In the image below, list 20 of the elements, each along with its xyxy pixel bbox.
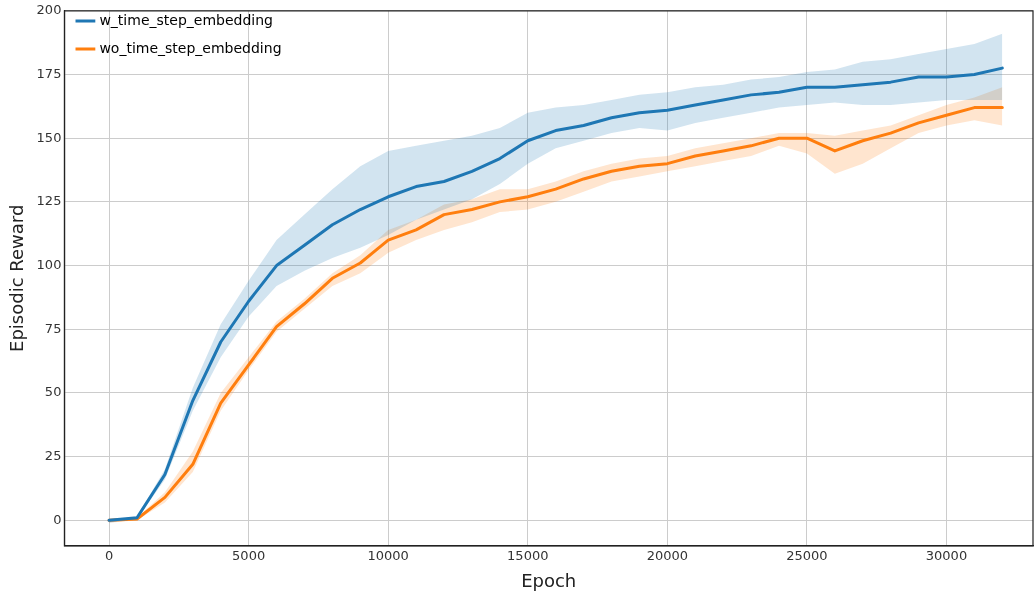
x-tick-label: 25000 (786, 547, 828, 563)
x-tick-label: 20000 (646, 547, 689, 563)
x-tick-label: 5000 (232, 547, 266, 563)
x-tick-label: 15000 (507, 547, 549, 563)
x-axis-title: Epoch (521, 569, 577, 591)
y-tick-label: 75 (44, 320, 62, 336)
x-tick-label: 30000 (925, 547, 968, 563)
y-tick-label: 50 (44, 384, 62, 400)
legend-label: w_time_step_embedding (99, 11, 273, 28)
legend-label: wo_time_step_embedding (99, 39, 282, 56)
y-tick-label: 100 (36, 256, 62, 272)
y-tick-label: 150 (36, 129, 62, 145)
y-tick-label: 200 (36, 2, 62, 18)
y-axis-title: Episodic Reward (6, 204, 28, 352)
x-tick-label: 10000 (367, 547, 409, 563)
y-tick-label: 0 (53, 511, 62, 527)
x-tick-label: 0 (104, 547, 114, 563)
y-tick-label: 25 (44, 448, 62, 464)
y-tick-label: 125 (36, 193, 62, 209)
y-tick-label: 175 (36, 65, 62, 81)
